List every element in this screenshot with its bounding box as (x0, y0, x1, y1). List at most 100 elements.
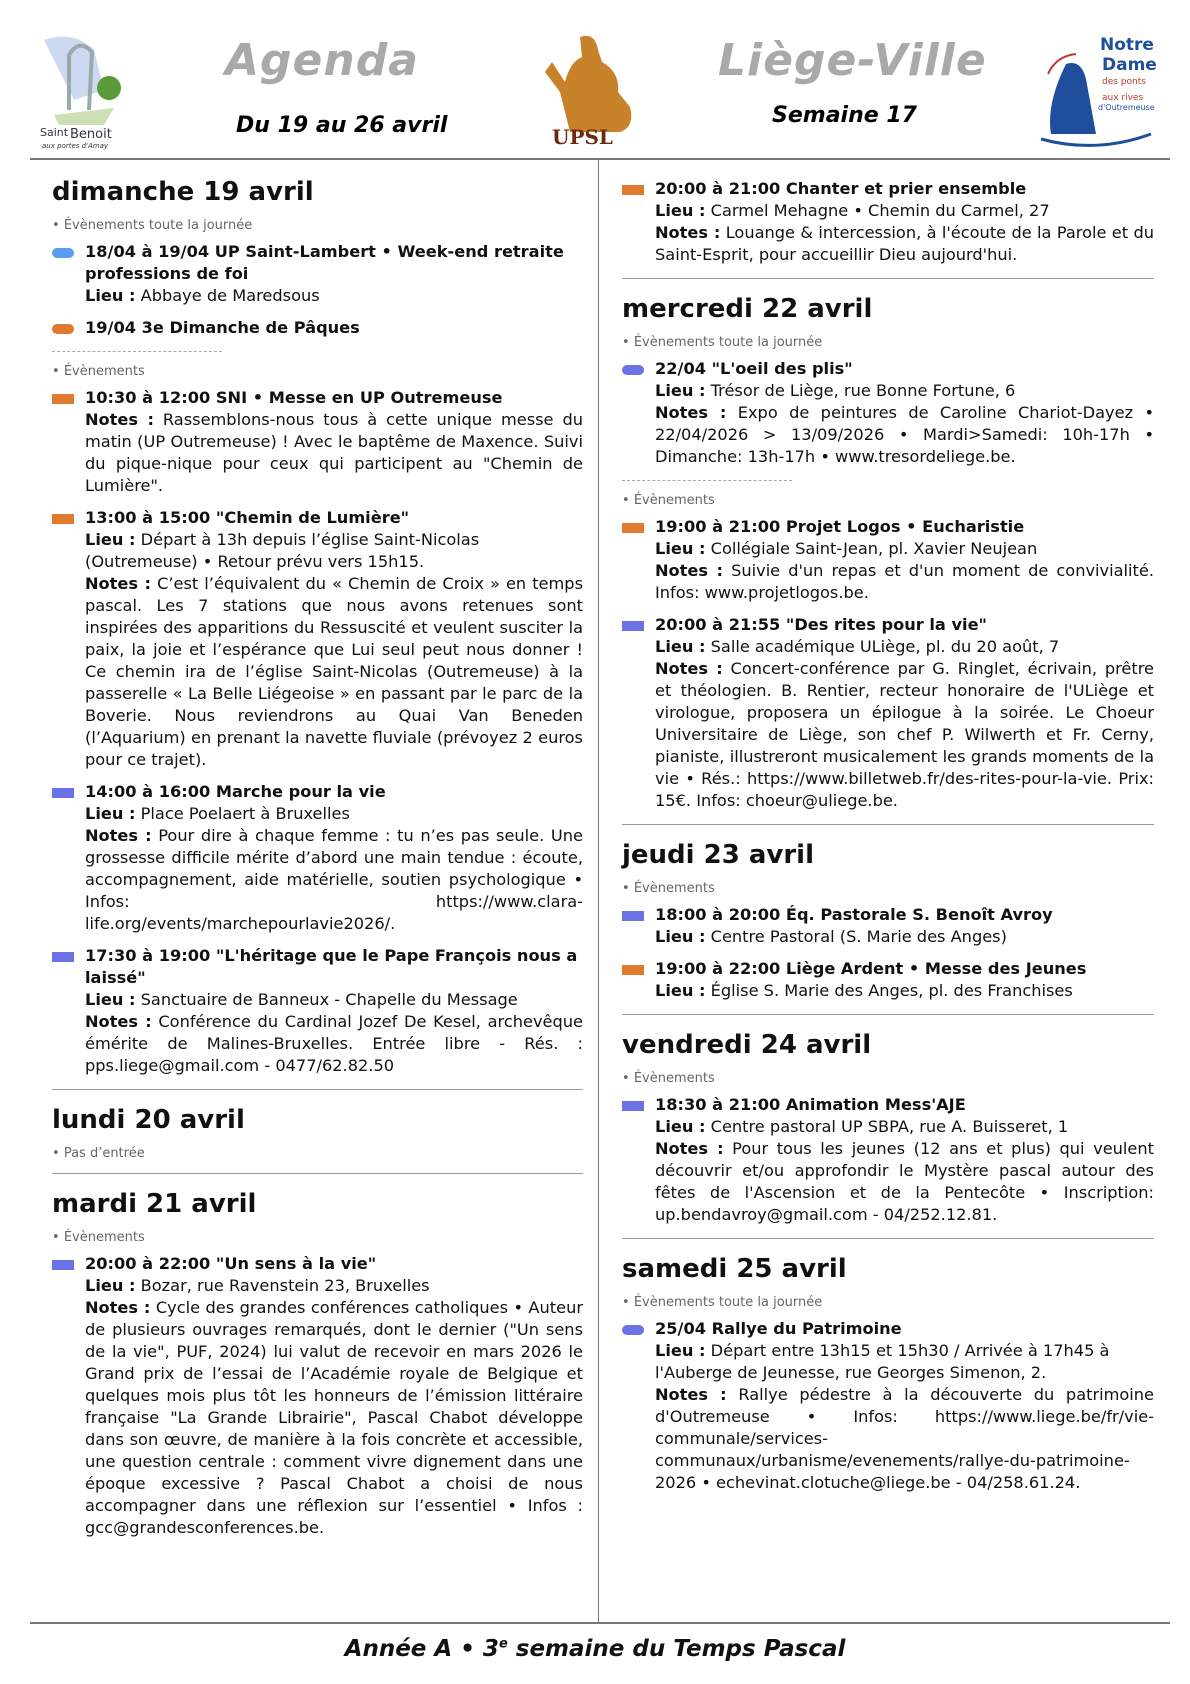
svg-text:aux rives: aux rives (1102, 93, 1143, 103)
notes-label: Notes : (655, 1139, 724, 1158)
day-block: dimanche 19 avril Évènements toute la jou… (52, 176, 583, 1090)
day-title: samedi 25 avril (622, 1254, 847, 1284)
event-item[interactable]: 19:00 à 22:00 Liège Ardent • Messe des J… (622, 958, 1154, 1002)
event-item[interactable]: 13:00 à 15:00 "Chemin de Lumière" Lieu : … (52, 507, 583, 771)
calendar-color-marker-icon (622, 1325, 644, 1335)
event-item[interactable]: 17:30 à 19:00 "L'héritage que le Pape Fr… (52, 945, 583, 1077)
day-block: jeudi 23 avril Évènements 18:00 à 20:00 Éq… (622, 839, 1154, 1015)
calendar-color-marker-icon (622, 185, 644, 195)
notes-label: Notes : (85, 574, 152, 593)
location-label: Lieu : (655, 539, 706, 558)
event-title: 25/04 Rallye du Patrimoine (655, 1319, 902, 1338)
event-title: 14:00 à 16:00 Marche pour la vie (85, 782, 386, 801)
event-item[interactable]: 18/04 à 19/04 UP Saint-Lambert • Week-en… (52, 241, 583, 307)
day-separator (622, 1238, 1154, 1239)
notes-value: Louange & intercession, à l'écoute de la… (655, 223, 1154, 264)
event-location: Lieu : Centre Pastoral (S. Marie des Ang… (655, 926, 1154, 948)
location-label: Lieu : (655, 201, 706, 220)
notes-label: Notes : (655, 561, 724, 580)
event-notes: Notes : Cycle des grandes conférences ca… (85, 1297, 583, 1539)
event-item[interactable]: 20:00 à 21:00 Chanter et prier ensemble L… (622, 178, 1154, 266)
event-item[interactable]: 18:30 à 21:00 Animation Mess'AJE Lieu : C… (622, 1094, 1154, 1226)
notes-label: Notes : (85, 1298, 151, 1317)
event-item[interactable]: 18:00 à 20:00 Éq. Pastorale S. Benoît Av… (622, 904, 1154, 948)
location-label: Lieu : (655, 637, 706, 656)
location-value: Départ entre 13h15 et 15h30 / Arrivée à … (655, 1341, 1110, 1382)
event-location: Lieu : Trésor de Liège, rue Bonne Fortun… (655, 380, 1154, 402)
day-separator (52, 1173, 583, 1174)
upsl-logo: UPSL (540, 32, 645, 150)
location-value: Église S. Marie des Anges, pl. des Franc… (710, 981, 1073, 1000)
day-separator (622, 1014, 1154, 1015)
calendar-color-marker-icon (52, 324, 74, 334)
section-label: Évènements (52, 1230, 583, 1245)
calendar-color-marker-icon (52, 1260, 74, 1270)
footer-text-2: semaine du Temps Pascal (507, 1636, 846, 1662)
event-location: Lieu : Collégiale Saint-Jean, pl. Xavier… (655, 538, 1154, 560)
event-title: 13:00 à 15:00 "Chemin de Lumière" (85, 508, 410, 527)
svg-text:UPSL: UPSL (552, 125, 613, 149)
notes-value: Suivie d'un repas et d'un moment de conv… (655, 561, 1154, 602)
event-notes: Notes : Expo de peintures de Caroline Ch… (655, 402, 1154, 468)
location-value: Sanctuaire de Banneux - Chapelle du Mess… (140, 990, 518, 1009)
event-location: Lieu : Église S. Marie des Anges, pl. de… (655, 980, 1154, 1002)
event-title: 19:00 à 21:00 Projet Logos • Eucharistie (655, 517, 1025, 536)
calendar-color-marker-icon (52, 248, 74, 258)
right-column: 20:00 à 21:00 Chanter et prier ensemble L… (622, 178, 1154, 1504)
location-label: Lieu : (85, 286, 136, 305)
event-location: Lieu : Carmel Mehagne • Chemin du Carmel… (655, 200, 1154, 222)
event-notes: Notes : Rassemblons-nous tous à cette un… (85, 409, 583, 497)
event-item[interactable]: 20:00 à 21:55 "Des rites pour la vie" Lie… (622, 614, 1154, 812)
event-title: 19/04 3e Dimanche de Pâques (85, 318, 360, 337)
event-title: 20:00 à 21:00 Chanter et prier ensemble (655, 179, 1027, 198)
event-title: 18:30 à 21:00 Animation Mess'AJE (655, 1095, 966, 1114)
notes-label: Notes : (655, 1385, 727, 1404)
event-notes: Notes : Conférence du Cardinal Jozef De … (85, 1011, 583, 1077)
event-notes: Notes : Pour dire à chaque femme : tu n’… (85, 825, 583, 935)
event-location: Lieu : Sanctuaire de Banneux - Chapelle … (85, 989, 583, 1011)
event-item[interactable]: 19/04 3e Dimanche de Pâques (52, 317, 583, 339)
section-label: Évènements (622, 493, 1154, 508)
event-location: Lieu : Centre pastoral UP SBPA, rue A. B… (655, 1116, 1154, 1138)
event-item[interactable]: 22/04 "L'oeil des plis" Lieu : Trésor de … (622, 358, 1154, 468)
notes-value: Conférence du Cardinal Jozef De Kesel, a… (85, 1012, 583, 1075)
section-label: Pas d’entrée (52, 1146, 583, 1161)
column-divider (598, 160, 599, 1623)
day-separator (52, 1089, 583, 1090)
event-location: Lieu : Abbaye de Maredsous (85, 285, 583, 307)
footer-divider (30, 1622, 1170, 1624)
location-value: Bozar, rue Ravenstein 23, Bruxelles (140, 1276, 430, 1295)
svg-text:des ponts: des ponts (1102, 77, 1146, 87)
notes-value: Pour tous les jeunes (12 ans et plus) qu… (655, 1139, 1154, 1224)
notes-label: Notes : (655, 403, 727, 422)
event-title: 18/04 à 19/04 UP Saint-Lambert • Week-en… (85, 242, 564, 283)
notes-label: Notes : (85, 410, 154, 429)
event-title: 18:00 à 20:00 Éq. Pastorale S. Benoît Av… (655, 905, 1053, 924)
day-block: mercredi 22 avril Évènements toute la jou… (622, 293, 1154, 825)
event-item[interactable]: 20:00 à 22:00 "Un sens à la vie" Lieu : B… (52, 1253, 583, 1539)
agenda-title: Agenda (225, 35, 419, 86)
header-divider (30, 158, 1170, 160)
notes-value: Rallye pédestre à la découverte du patri… (655, 1385, 1155, 1492)
event-item[interactable]: 19:00 à 21:00 Projet Logos • Eucharistie… (622, 516, 1154, 604)
event-item[interactable]: 10:30 à 12:00 SNI • Messe en UP Outremeu… (52, 387, 583, 497)
event-location: Lieu : Départ à 13h depuis l’église Sain… (85, 529, 583, 573)
location-value: Carmel Mehagne • Chemin du Carmel, 27 (710, 201, 1050, 220)
location-label: Lieu : (85, 530, 136, 549)
event-location: Lieu : Salle académique ULiège, pl. du 2… (655, 636, 1154, 658)
event-item[interactable]: 14:00 à 16:00 Marche pour la vie Lieu : P… (52, 781, 583, 935)
day-block: 20:00 à 21:00 Chanter et prier ensemble L… (622, 178, 1154, 279)
day-block: samedi 25 avril Évènements toute la journ… (622, 1253, 1154, 1494)
date-range: Du 19 au 26 avril (236, 113, 448, 138)
event-item[interactable]: 25/04 Rallye du Patrimoine Lieu : Départ … (622, 1318, 1154, 1494)
event-location: Lieu : Départ entre 13h15 et 15h30 / Arr… (655, 1340, 1154, 1384)
section-separator (622, 480, 792, 481)
day-separator (622, 278, 1154, 279)
day-title: vendredi 24 avril (622, 1030, 872, 1060)
day-title: dimanche 19 avril (52, 177, 314, 207)
section-label: Évènements toute la journée (622, 335, 1154, 350)
event-title: 20:00 à 22:00 "Un sens à la vie" (85, 1254, 377, 1273)
location-value: Abbaye de Maredsous (140, 286, 320, 305)
notes-label: Notes : (85, 1012, 152, 1031)
location-label: Lieu : (85, 804, 136, 823)
